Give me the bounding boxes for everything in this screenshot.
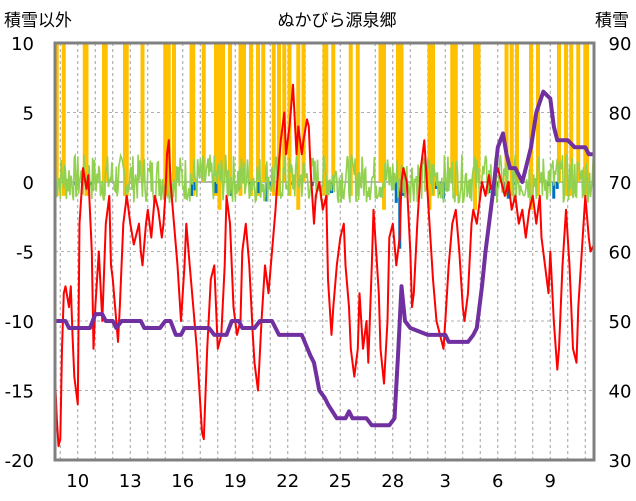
x-tick-label: 13 — [119, 471, 142, 492]
precipitation-bar — [496, 182, 500, 188]
sunshine-bar — [261, 43, 266, 182]
precipitation-bar — [193, 182, 197, 191]
precipitation-bar — [256, 182, 260, 194]
left-axis-label: 積雪以外 — [4, 11, 72, 31]
precipitation-bar — [555, 182, 559, 189]
sunshine-bar — [382, 43, 386, 210]
right-tick-label: 50 — [609, 312, 632, 333]
right-tick-label: 30 — [609, 451, 632, 472]
sunshine-bar — [529, 43, 533, 210]
precipitation-bar — [190, 182, 193, 196]
sunshine-bar — [191, 43, 196, 196]
sunshine-bar — [576, 43, 581, 182]
sunshine-bar — [163, 43, 168, 196]
right-tick-label: 60 — [609, 243, 632, 264]
left-tick-label: -15 — [5, 382, 34, 403]
plot-frame — [53, 41, 596, 462]
sunshine-bar — [431, 43, 435, 196]
x-tick-label: 10 — [66, 471, 89, 492]
right-tick-label: 90 — [609, 34, 632, 55]
x-tick-label: 16 — [171, 471, 194, 492]
sunshine-bar — [271, 43, 276, 196]
sunshine-bar — [201, 43, 206, 182]
sunshine-bar — [221, 43, 225, 182]
chart-title: ぬかびら源泉郷 — [278, 11, 397, 31]
sunshine-bar — [396, 43, 400, 182]
sunshine-bar — [54, 43, 59, 196]
precipitation-bar — [268, 182, 272, 189]
sunshine-bar — [450, 43, 455, 182]
right-axis-label: 積雪 — [595, 11, 629, 31]
left-tick-label: 10 — [11, 34, 34, 55]
snow-depth-line — [55, 89, 594, 428]
x-tick-label: 3 — [440, 471, 451, 492]
x-tick-label: 19 — [224, 471, 247, 492]
right-tick-label: 40 — [609, 382, 632, 403]
sunshine-bar — [214, 43, 218, 196]
sunshine-bar — [427, 43, 432, 210]
sunshine-bar — [453, 43, 458, 196]
sunshine-bar — [256, 43, 260, 196]
sunshine-bar — [515, 43, 519, 182]
left-tick-label: 5 — [23, 104, 34, 125]
sunshine-bar — [504, 43, 509, 196]
sunshine-bar — [324, 43, 329, 196]
left-tick-label: -20 — [5, 451, 34, 472]
sunshine-bar — [166, 43, 171, 196]
x-tick-label: 22 — [276, 471, 299, 492]
wind-line — [54, 152, 595, 205]
sunshine-bar — [277, 43, 281, 196]
sunshine-bar — [585, 43, 589, 182]
left-tick-label: -10 — [5, 312, 34, 333]
x-tick-label: 6 — [492, 471, 503, 492]
sunshine-bar — [242, 43, 246, 182]
line-series — [54, 83, 595, 448]
precipitation-bar — [214, 182, 218, 194]
x-tick-label: 25 — [329, 471, 352, 492]
precipitation-bar — [394, 182, 398, 203]
sunshine-bar — [172, 43, 176, 182]
sunshine-bar — [140, 43, 145, 182]
sunshine-bar — [249, 43, 253, 196]
sunshine-bar — [355, 43, 360, 196]
right-tick-label: 80 — [609, 104, 632, 125]
sunshine-bar — [103, 43, 108, 182]
sunshine-bar — [301, 43, 306, 182]
sunshine-bar — [473, 43, 477, 210]
sunshine-bar — [238, 43, 243, 196]
x-tick-label: 28 — [381, 471, 404, 492]
sunshine-bar — [348, 43, 353, 196]
sunshine-bar — [124, 43, 129, 196]
sunshine-bar — [84, 43, 89, 196]
sunshine-bar — [217, 43, 222, 210]
sunshine-bar — [564, 43, 568, 196]
sunshine-bar — [399, 43, 404, 196]
sunshine-bar — [378, 43, 383, 182]
right-tick-label: 70 — [609, 173, 632, 194]
sunshine-bar — [61, 43, 66, 196]
left-tick-label: -5 — [16, 243, 34, 264]
sunshine-bar — [509, 43, 514, 196]
sunshine-bar — [476, 43, 481, 182]
precipitation-bar — [506, 182, 510, 199]
sunshine-bar — [569, 43, 574, 196]
left-tick-label: 0 — [23, 173, 34, 194]
sunshine-bar — [557, 43, 561, 182]
sunshine-bar — [536, 43, 540, 196]
precipitation-bar — [552, 182, 556, 199]
sunshine-bar — [228, 43, 232, 196]
sunshine-bar — [331, 43, 336, 182]
x-tick-label: 9 — [545, 471, 556, 492]
